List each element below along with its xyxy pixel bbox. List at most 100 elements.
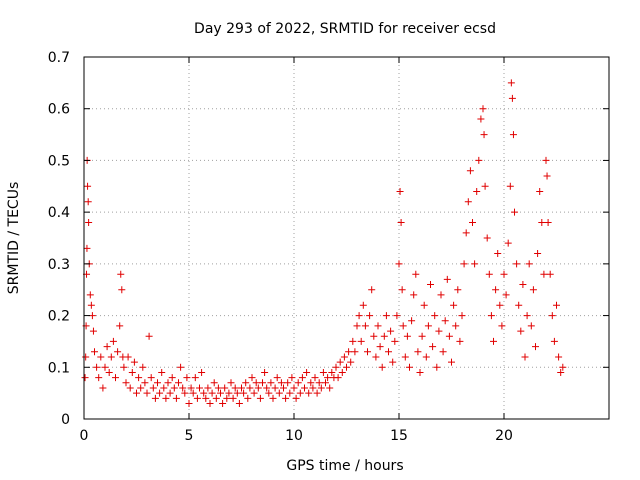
data-point: [269, 394, 277, 402]
data-point: [217, 389, 224, 397]
data-point: [477, 115, 485, 123]
data-point: [496, 301, 504, 309]
x-tick-label: 20: [495, 428, 513, 444]
data-point: [368, 286, 376, 294]
data-point: [83, 244, 91, 252]
data-point: [345, 348, 353, 356]
y-tick-label: 0: [61, 412, 70, 428]
data-point: [214, 384, 222, 392]
data-point: [175, 379, 182, 387]
data-point: [235, 399, 243, 407]
data-point: [473, 187, 481, 195]
data-point: [464, 198, 472, 206]
data-point: [529, 286, 537, 294]
data-point: [506, 182, 514, 190]
data-point: [221, 384, 229, 392]
data-point: [196, 384, 203, 392]
data-point: [534, 250, 542, 258]
data-point: [475, 156, 483, 164]
data-point: [340, 353, 348, 361]
data-point: [191, 374, 199, 382]
data-point: [170, 384, 178, 392]
data-point: [156, 389, 164, 397]
data-point: [550, 337, 558, 345]
data-point: [429, 343, 437, 351]
data-point: [147, 374, 155, 382]
data-point: [456, 337, 464, 345]
data-point: [81, 374, 89, 382]
data-point: [361, 322, 369, 330]
data-point: [399, 322, 407, 330]
data-point: [546, 270, 554, 278]
data-point: [319, 368, 327, 376]
data-point: [135, 374, 143, 382]
data-point: [166, 389, 174, 397]
data-point: [141, 379, 149, 387]
data-point: [277, 379, 285, 387]
data-point: [301, 384, 308, 392]
data-point: [122, 379, 130, 387]
data-point: [458, 312, 466, 320]
data-point: [380, 332, 388, 340]
data-point: [487, 312, 495, 320]
data-point: [151, 394, 159, 402]
data-point: [298, 374, 306, 382]
data-point: [154, 379, 161, 387]
data-point: [160, 384, 168, 392]
data-point: [393, 312, 401, 320]
data-point: [120, 363, 128, 371]
data-point: [254, 384, 262, 392]
data-point: [557, 368, 565, 376]
data-point: [359, 301, 367, 309]
data-point: [204, 384, 212, 392]
data-point: [435, 327, 443, 335]
x-tick-label: 15: [390, 428, 408, 444]
data-point: [158, 368, 166, 376]
data-point: [292, 394, 300, 402]
data-point: [143, 389, 151, 397]
data-point: [507, 79, 515, 87]
data-point: [206, 399, 214, 407]
data-point: [443, 275, 451, 283]
data-point: [391, 337, 399, 345]
y-tick-label: 0.5: [48, 153, 70, 169]
data-point: [366, 312, 374, 320]
data-point: [374, 322, 382, 330]
data-point: [515, 301, 523, 309]
data-point: [305, 389, 313, 397]
data-point: [462, 229, 470, 237]
data-point: [553, 301, 560, 309]
data-point: [248, 374, 256, 382]
data-point: [84, 198, 92, 206]
data-point: [208, 389, 216, 397]
data-point: [521, 353, 529, 361]
y-tick-label: 0.6: [48, 102, 70, 118]
data-point: [256, 394, 264, 402]
data-point: [357, 337, 365, 345]
data-point: [412, 270, 420, 278]
data-point: [511, 208, 518, 216]
data-point: [187, 384, 195, 392]
data-point: [481, 182, 489, 190]
data-point: [317, 384, 325, 392]
data-point: [326, 384, 334, 392]
data-point: [328, 368, 336, 376]
data-point: [168, 374, 176, 382]
data-point: [351, 348, 359, 356]
data-point: [389, 358, 397, 366]
data-point: [548, 312, 556, 320]
x-tick-label: 0: [80, 428, 89, 444]
data-point: [162, 394, 170, 402]
data-point: [309, 384, 317, 392]
y-tick-label: 0.3: [48, 257, 70, 273]
data-point: [364, 348, 371, 356]
data-point: [450, 301, 458, 309]
data-point: [97, 353, 105, 361]
data-point: [502, 291, 510, 299]
data-point: [137, 384, 145, 392]
data-point: [315, 379, 323, 387]
data-point: [469, 218, 476, 226]
data-point: [267, 379, 275, 387]
data-point: [311, 374, 319, 382]
